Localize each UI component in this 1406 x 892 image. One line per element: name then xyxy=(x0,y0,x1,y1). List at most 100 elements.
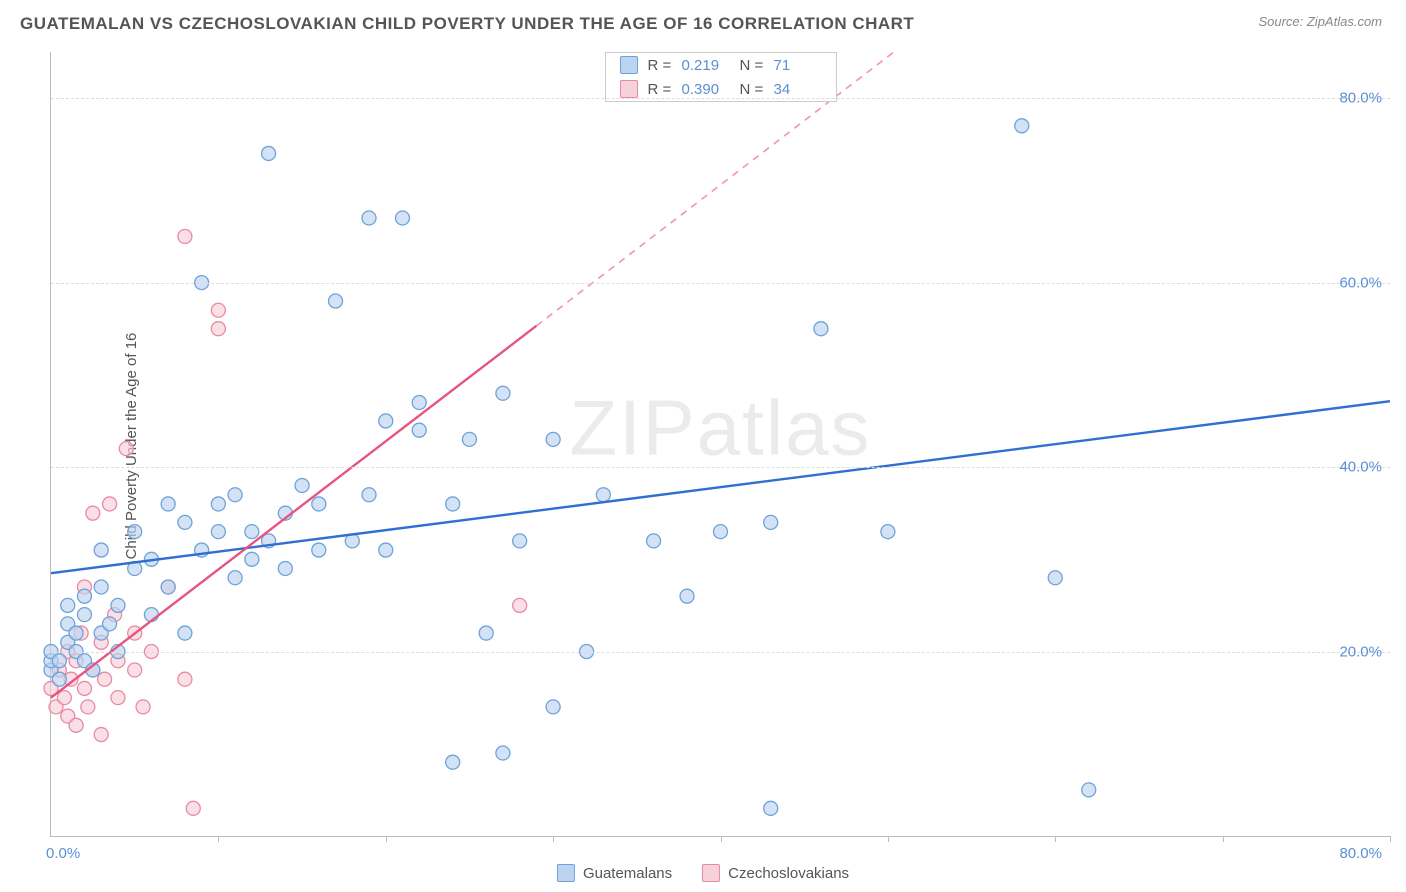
data-point xyxy=(764,515,778,529)
legend-series: Guatemalans Czechoslovakians xyxy=(557,864,849,882)
plot-area: ZIPatlas R = 0.219 N = 71 R = 0.390 N = … xyxy=(50,52,1390,837)
gridline xyxy=(51,283,1390,284)
x-tick xyxy=(888,836,889,842)
n-value-czechoslovakians: 34 xyxy=(774,81,822,98)
data-point xyxy=(881,525,895,539)
legend-swatch-guatemalans xyxy=(620,56,638,74)
legend-swatch-czechoslovakians xyxy=(620,80,638,98)
data-point xyxy=(61,598,75,612)
data-point xyxy=(295,479,309,493)
x-tick xyxy=(218,836,219,842)
data-point xyxy=(479,626,493,640)
data-point xyxy=(77,681,91,695)
n-value-guatemalans: 71 xyxy=(774,57,822,74)
x-tick xyxy=(1223,836,1224,842)
data-point xyxy=(596,488,610,502)
data-point xyxy=(446,755,460,769)
data-point xyxy=(496,386,510,400)
data-point xyxy=(412,395,426,409)
r-value-czechoslovakians: 0.390 xyxy=(682,81,730,98)
data-point xyxy=(52,672,66,686)
data-point xyxy=(680,589,694,603)
data-point xyxy=(395,211,409,225)
chart-title: GUATEMALAN VS CZECHOSLOVAKIAN CHILD POVE… xyxy=(20,14,914,34)
data-point xyxy=(111,598,125,612)
x-tick xyxy=(553,836,554,842)
data-point xyxy=(103,617,117,631)
data-point xyxy=(211,303,225,317)
data-point xyxy=(69,718,83,732)
data-point xyxy=(161,497,175,511)
data-point xyxy=(128,663,142,677)
legend-swatch-guatemalans-b xyxy=(557,864,575,882)
data-point xyxy=(496,746,510,760)
data-point xyxy=(178,672,192,686)
data-point xyxy=(462,432,476,446)
data-point xyxy=(69,626,83,640)
data-point xyxy=(814,322,828,336)
trend-line xyxy=(51,401,1390,573)
data-point xyxy=(513,598,527,612)
x-axis-min-label: 0.0% xyxy=(46,845,80,862)
data-point xyxy=(412,423,426,437)
gridline xyxy=(51,467,1390,468)
data-point xyxy=(94,543,108,557)
data-point xyxy=(262,146,276,160)
data-point xyxy=(228,571,242,585)
r-label: R = xyxy=(648,57,672,74)
data-point xyxy=(178,229,192,243)
y-tick-label: 20.0% xyxy=(1339,643,1382,660)
data-point xyxy=(647,534,661,548)
data-point xyxy=(312,497,326,511)
source-attribution: Source: ZipAtlas.com xyxy=(1258,14,1382,29)
legend-swatch-czechoslovakians-b xyxy=(702,864,720,882)
data-point xyxy=(94,728,108,742)
x-tick xyxy=(1055,836,1056,842)
legend-stats-row-guatemalans: R = 0.219 N = 71 xyxy=(606,53,836,77)
data-point xyxy=(98,672,112,686)
x-axis-max-label: 80.0% xyxy=(1339,845,1382,862)
n-label: N = xyxy=(740,81,764,98)
legend-label-guatemalans: Guatemalans xyxy=(583,865,672,882)
data-point xyxy=(245,552,259,566)
legend-item-czechoslovakians: Czechoslovakians xyxy=(702,864,849,882)
data-point xyxy=(513,534,527,548)
y-tick-label: 80.0% xyxy=(1339,90,1382,107)
data-point xyxy=(119,442,133,456)
x-tick xyxy=(386,836,387,842)
r-value-guatemalans: 0.219 xyxy=(682,57,730,74)
gridline xyxy=(51,98,1390,99)
y-tick-label: 60.0% xyxy=(1339,274,1382,291)
data-point xyxy=(278,562,292,576)
trend-line xyxy=(51,326,536,698)
data-point xyxy=(1015,119,1029,133)
data-point xyxy=(77,608,91,622)
data-point xyxy=(94,580,108,594)
data-point xyxy=(245,525,259,539)
data-point xyxy=(329,294,343,308)
data-point xyxy=(77,589,91,603)
data-point xyxy=(1048,571,1062,585)
data-point xyxy=(103,497,117,511)
data-point xyxy=(446,497,460,511)
legend-label-czechoslovakians: Czechoslovakians xyxy=(728,865,849,882)
data-point xyxy=(379,414,393,428)
scatter-svg xyxy=(51,52,1390,836)
data-point xyxy=(362,211,376,225)
data-point xyxy=(52,654,66,668)
legend-stats: R = 0.219 N = 71 R = 0.390 N = 34 xyxy=(605,52,837,102)
data-point xyxy=(178,626,192,640)
legend-item-guatemalans: Guatemalans xyxy=(557,864,672,882)
data-point xyxy=(57,691,71,705)
x-tick xyxy=(1390,836,1391,842)
data-point xyxy=(186,801,200,815)
data-point xyxy=(136,700,150,714)
data-point xyxy=(81,700,95,714)
gridline xyxy=(51,652,1390,653)
x-tick xyxy=(721,836,722,842)
data-point xyxy=(211,322,225,336)
data-point xyxy=(86,506,100,520)
data-point xyxy=(379,543,393,557)
r-label: R = xyxy=(648,81,672,98)
data-point xyxy=(546,700,560,714)
